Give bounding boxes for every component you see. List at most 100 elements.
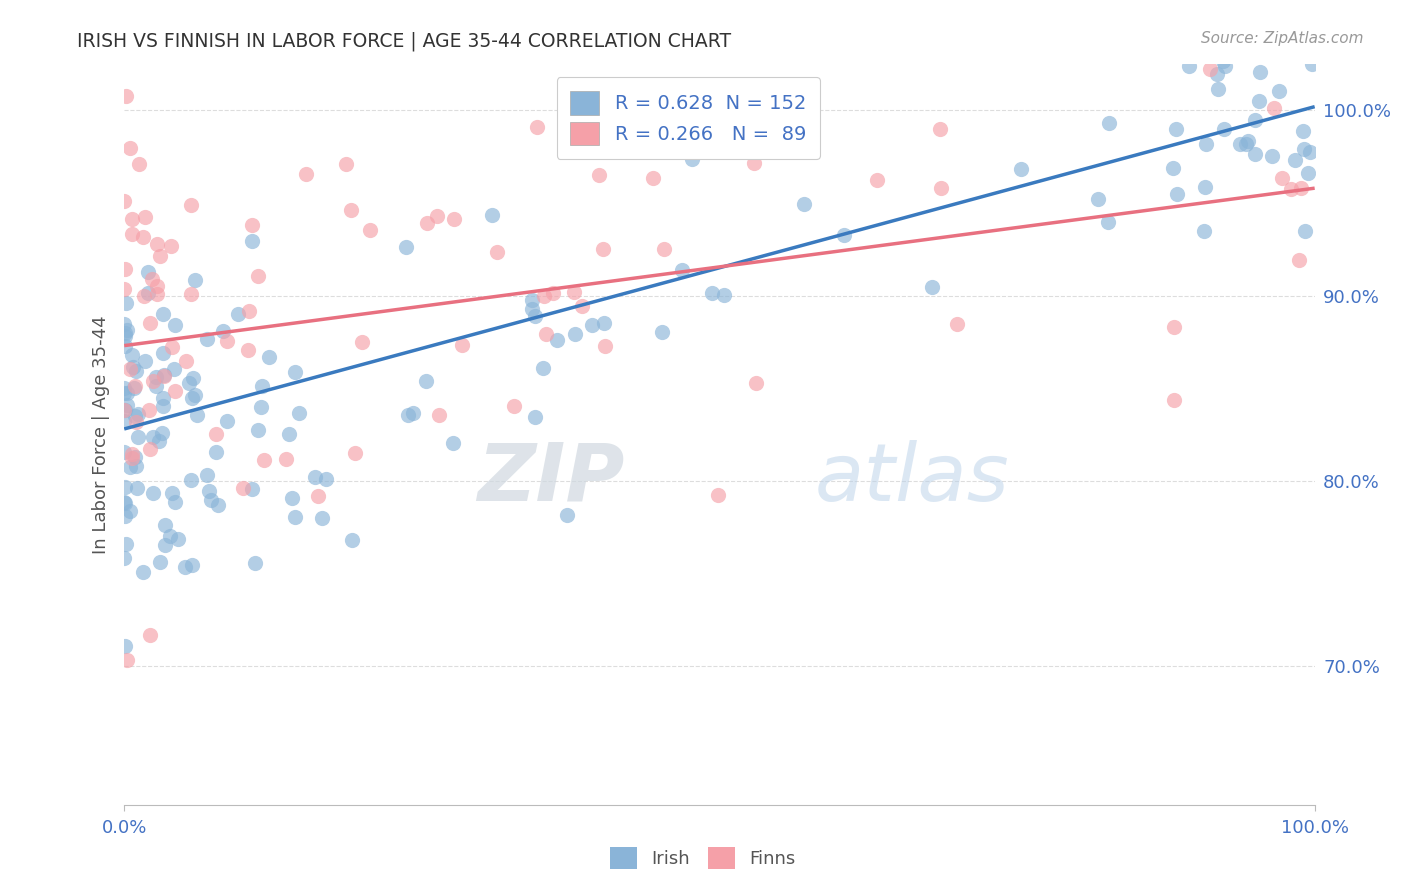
Point [416,216,439,230]
Point [114,495,136,509]
Point [215,334,238,348]
Point [593,339,616,353]
Point [592,242,614,256]
Point [1263,101,1285,115]
Point [593,99,616,113]
Point [481,209,503,223]
Point [121,227,143,241]
Point [115,398,138,412]
Point [1237,134,1260,148]
Point [115,537,138,551]
Point [145,379,167,393]
Point [212,324,235,338]
Point [155,517,177,532]
Point [503,400,526,414]
Point [1298,166,1320,180]
Point [1249,65,1271,79]
Point [142,485,165,500]
Point [671,263,693,277]
Point [581,318,603,332]
Point [1292,124,1315,138]
Point [217,413,239,427]
Point [198,483,221,498]
Point [152,399,174,413]
Point [122,359,145,374]
Point [295,167,318,181]
Point [121,348,143,362]
Point [112,282,135,296]
Point [335,156,357,170]
Point [148,434,170,448]
Point [523,309,546,323]
Point [1229,136,1251,151]
Point [114,509,136,524]
Point [250,400,273,414]
Point [114,480,136,494]
Point [1212,54,1234,68]
Point [713,288,735,302]
Point [921,280,943,294]
Point [343,446,366,460]
Point [531,360,554,375]
Point [733,137,755,152]
Point [146,278,169,293]
Point [132,229,155,244]
Point [152,391,174,405]
Point [1195,137,1218,152]
Point [115,652,138,666]
Point [1163,392,1185,407]
Point [114,326,136,340]
Point [359,223,381,237]
Point [1161,161,1184,175]
Point [152,346,174,360]
Point [1177,60,1199,74]
Point [149,249,172,263]
Point [1279,182,1302,196]
Point [243,556,266,570]
Point [524,410,547,425]
Point [114,639,136,653]
Point [115,323,138,337]
Point [1227,9,1250,23]
Point [138,402,160,417]
Point [114,402,136,417]
Point [180,287,202,301]
Point [127,430,149,444]
Point [163,384,186,399]
Point [652,242,675,256]
Point [834,227,856,242]
Point [340,533,363,547]
Point [236,343,259,357]
Point [242,218,264,232]
Point [205,427,228,442]
Point [232,481,254,495]
Point [415,374,437,388]
Point [226,307,249,321]
Point [124,381,146,395]
Point [118,504,141,518]
Point [1261,149,1284,163]
Point [125,363,148,377]
Point [112,317,135,331]
Point [1098,116,1121,130]
Point [179,376,201,391]
Point [1284,153,1306,167]
Text: Source: ZipAtlas.com: Source: ZipAtlas.com [1201,31,1364,46]
Point [742,155,765,169]
Point [1201,48,1223,62]
Point [1213,122,1236,136]
Point [745,376,768,391]
Point [246,423,269,437]
Point [125,481,148,495]
Point [180,558,202,572]
Point [132,289,155,303]
Point [593,316,616,330]
Point [238,304,260,318]
Point [707,488,730,502]
Point [651,325,673,339]
Point [139,316,162,330]
Point [134,211,156,225]
Y-axis label: In Labor Force | Age 35-44: In Labor Force | Age 35-44 [93,315,110,554]
Point [546,334,568,348]
Point [396,409,419,423]
